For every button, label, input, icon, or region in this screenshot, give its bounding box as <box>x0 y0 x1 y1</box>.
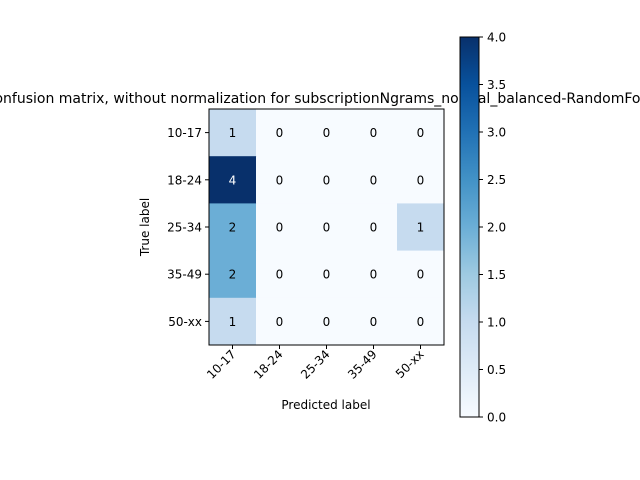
cell-value-label: 0 <box>370 126 378 140</box>
heatmap-cell <box>256 297 304 346</box>
cell-value-label: 2 <box>229 221 237 235</box>
y-axis-label: True label <box>138 198 152 257</box>
cell-value-label: 0 <box>370 221 378 235</box>
heatmap-cell <box>303 156 351 204</box>
heatmap-cell <box>397 156 445 204</box>
heatmap-cells <box>209 109 445 346</box>
colorbar-ticks: 0.0 0.5 1.0 1.5 2.0 2.5 3.0 3.5 4.0 <box>479 31 506 425</box>
heatmap-cell <box>209 250 257 299</box>
heatmap-cell <box>303 297 351 346</box>
heatmap-cell <box>350 203 398 252</box>
cell-value-label: 4 <box>229 173 237 187</box>
y-axis-ticks: 10-17 18-24 25-34 35-49 50-xx <box>167 126 209 329</box>
x-tick-label: 35-49 <box>345 347 380 382</box>
cell-value-label: 1 <box>229 315 237 329</box>
colorbar-tick-label: 0.0 <box>487 411 506 425</box>
heatmap-cell <box>350 297 398 346</box>
x-tick-label: 50-xx <box>393 347 427 381</box>
cell-value-label: 0 <box>417 315 425 329</box>
cell-value-label: 0 <box>370 315 378 329</box>
heatmap-cell <box>256 203 304 252</box>
heatmap-cell <box>209 297 257 346</box>
cell-value-label: 0 <box>276 315 284 329</box>
heatmap-cell <box>256 250 304 299</box>
x-axis-ticks: 10-17 18-24 25-34 35-49 50-xx <box>204 345 427 382</box>
heatmap-cell <box>303 250 351 299</box>
y-tick-label: 50-xx <box>168 315 202 329</box>
heatmap-cell <box>209 109 257 157</box>
heatmap-cell <box>303 203 351 252</box>
x-tick-label: 10-17 <box>204 347 239 382</box>
heatmap-cell <box>209 203 257 252</box>
colorbar-tick-label: 1.5 <box>487 268 506 282</box>
colorbar-tick-label: 1.0 <box>487 316 506 330</box>
colorbar <box>459 36 480 418</box>
heatmap-cell <box>303 109 351 157</box>
cell-value-label: 1 <box>229 126 237 140</box>
cell-value-label: 0 <box>417 268 425 282</box>
cell-value-label: 0 <box>276 173 284 187</box>
y-tick-label: 10-17 <box>167 126 202 140</box>
cell-value-label: 0 <box>276 221 284 235</box>
cell-value-label: 0 <box>370 268 378 282</box>
x-axis-label: Predicted label <box>281 398 370 412</box>
x-tick-label: 25-34 <box>298 347 333 382</box>
heatmap-cell <box>397 203 445 252</box>
cell-value-label: 0 <box>323 221 331 235</box>
y-tick-label: 18-24 <box>167 173 202 187</box>
heatmap-cell <box>350 250 398 299</box>
cell-value-label: 0 <box>370 173 378 187</box>
cell-value-label: 0 <box>323 173 331 187</box>
cell-value-label: 2 <box>229 268 237 282</box>
heatmap-cell <box>256 109 304 157</box>
colorbar-tick-label: 3.5 <box>487 78 506 92</box>
x-tick-label: 18-24 <box>251 347 286 382</box>
colorbar-tick-label: 4.0 <box>487 31 506 45</box>
colorbar-tick-label: 2.0 <box>487 221 506 235</box>
y-tick-label: 25-34 <box>167 221 202 235</box>
colorbar-tick-label: 0.5 <box>487 363 506 377</box>
cell-value-label: 0 <box>417 173 425 187</box>
cell-value-label: 0 <box>417 126 425 140</box>
chart-title: Confusion matrix, without normalization … <box>0 91 640 107</box>
cell-value-label: 0 <box>323 315 331 329</box>
heatmap-cell <box>397 297 445 346</box>
cell-value-label: 0 <box>323 268 331 282</box>
cell-value-label: 0 <box>276 126 284 140</box>
cell-annotations: 1 0 0 0 0 4 0 0 0 0 2 0 0 0 1 2 0 0 0 0 1 0 0 0 0 <box>229 126 425 329</box>
heatmap-cell <box>350 156 398 204</box>
cell-value-label: 0 <box>323 126 331 140</box>
heatmap-cell <box>256 156 304 204</box>
heatmap-cell <box>350 109 398 157</box>
y-tick-label: 35-49 <box>167 268 202 282</box>
colorbar-tick-label: 2.5 <box>487 173 506 187</box>
heatmap-cell <box>397 250 445 299</box>
heatmap-cell <box>397 109 445 157</box>
cell-value-label: 1 <box>417 221 425 235</box>
cell-value-label: 0 <box>276 268 284 282</box>
colorbar-tick-label: 3.0 <box>487 126 506 140</box>
heatmap-cell <box>209 156 257 204</box>
